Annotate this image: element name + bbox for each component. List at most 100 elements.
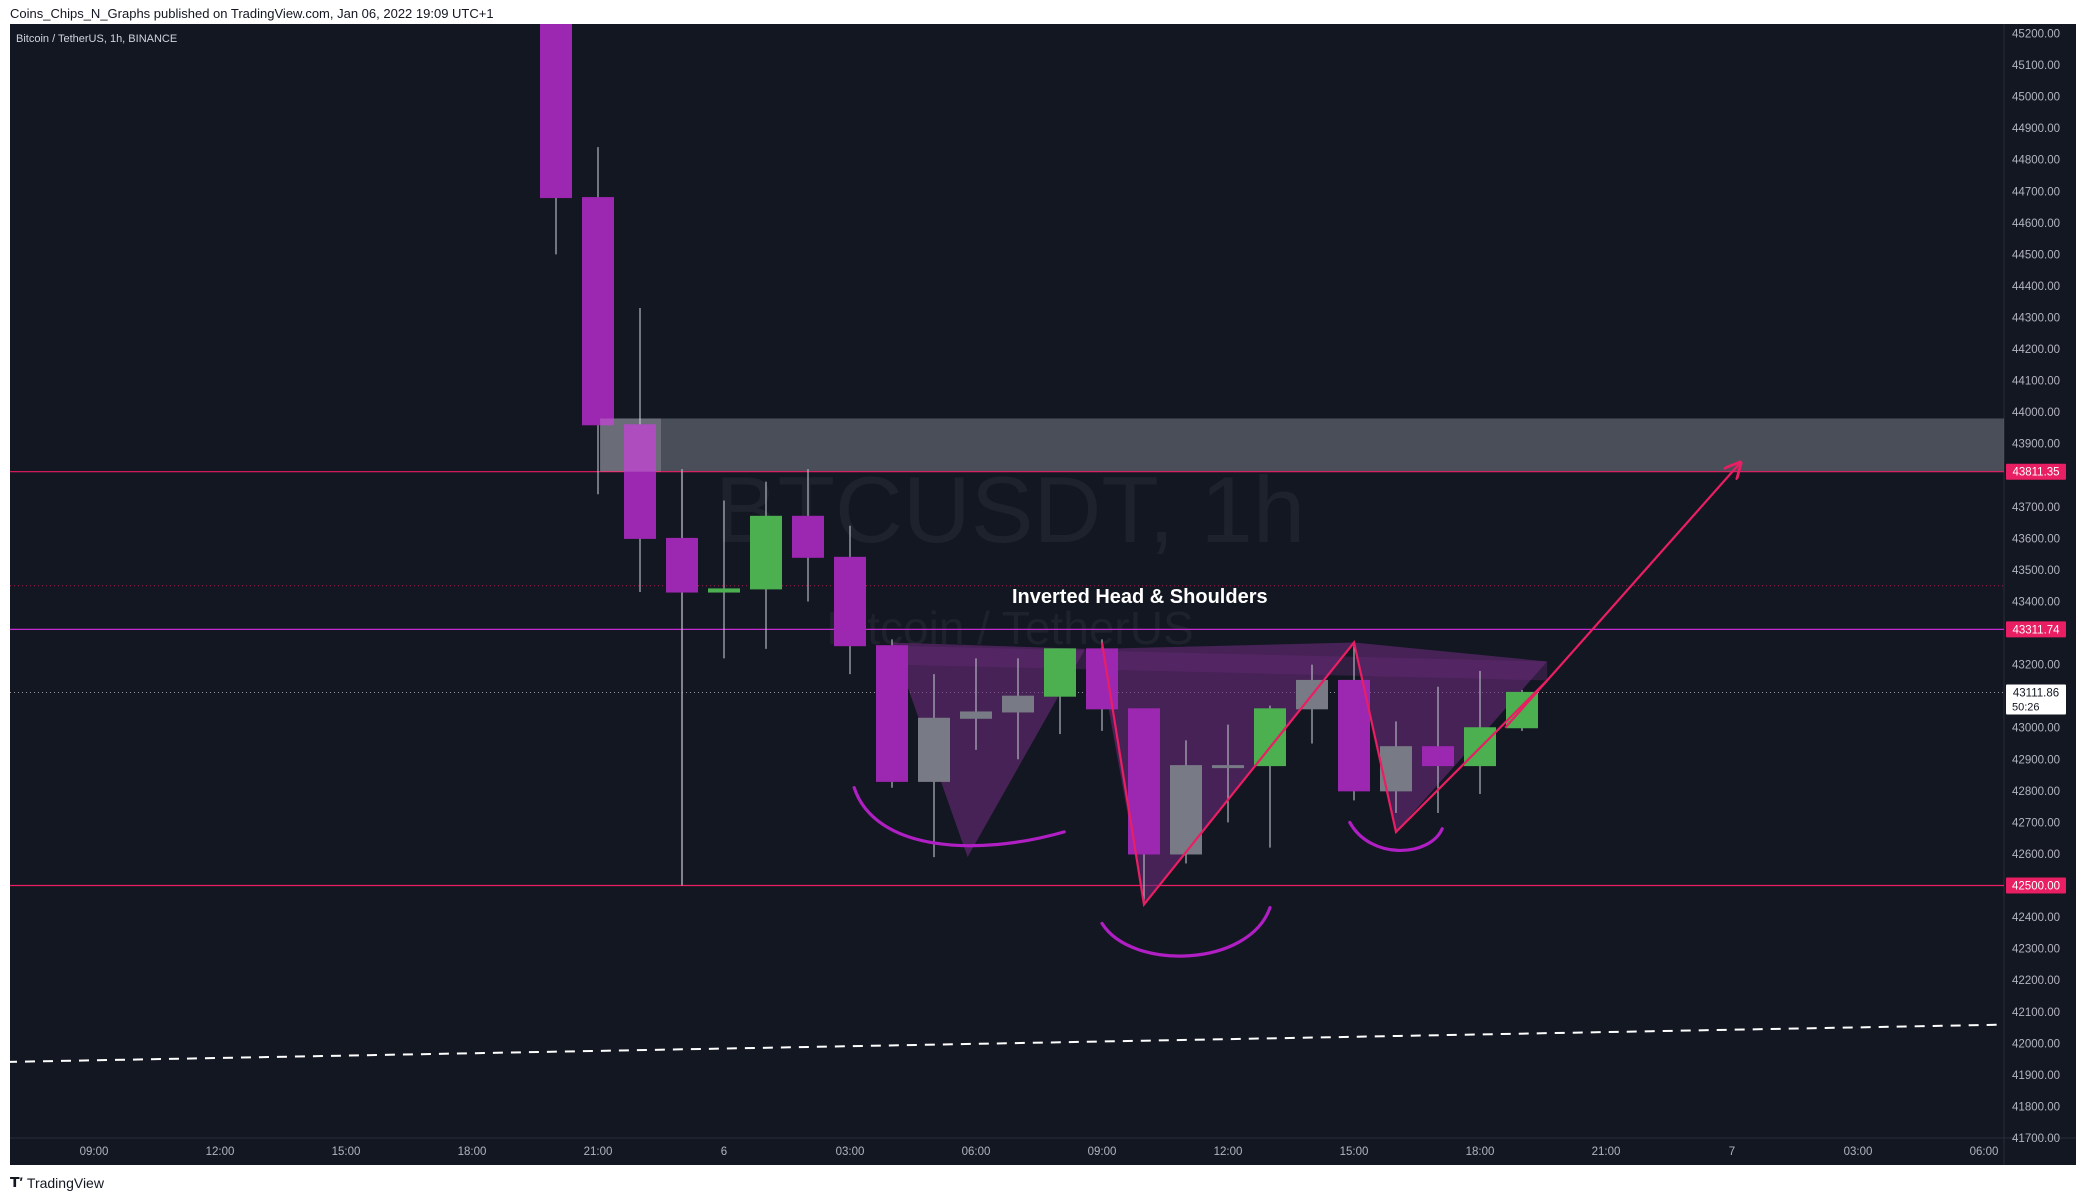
x-tick-label: 21:00 [584,1146,613,1158]
y-tick-label: 41800.00 [2012,1101,2060,1113]
candle-body [1422,746,1454,767]
y-tick-label: 41700.00 [2012,1133,2060,1145]
bar-countdown: 50:26 [2012,701,2040,713]
x-tick-label: 18:00 [458,1146,487,1158]
y-tick-label: 43700.00 [2012,502,2060,514]
y-tick-label: 42400.00 [2012,912,2060,924]
candle [1044,648,1076,735]
candle [624,308,656,593]
pattern-shade [1097,642,1354,905]
y-tick-label: 43400.00 [2012,597,2060,609]
chart-area[interactable]: BTCUSDT, 1h Bitcoin / TetherUS Inverted He… [10,24,2076,1165]
shoulder-curve [1348,820,1444,853]
candle [666,468,698,886]
symbol-info: Bitcoin / TetherUS, 1h, BINANCE [16,33,177,45]
x-tick-label: 7 [1729,1146,1735,1158]
candle-body [708,588,740,593]
y-tick-label: 42600.00 [2012,849,2060,861]
price-label-bg [2006,621,2066,638]
y-tick-label: 44000.00 [2012,407,2060,419]
head-curve [1100,906,1272,958]
price-label-bg [2006,877,2066,894]
candle [1338,642,1370,801]
y-tick-label: 42800.00 [2012,786,2060,798]
x-tick-label: 09:00 [1088,1146,1117,1158]
x-tick-label: 09:00 [80,1146,109,1158]
y-tick-label: 42100.00 [2012,1007,2060,1019]
candle-body [1170,765,1202,855]
x-tick-label: 15:00 [332,1146,361,1158]
candle [1254,705,1286,848]
y-tick-label: 43200.00 [2012,660,2060,672]
candle-body [792,515,824,558]
y-tick-label: 44400.00 [2012,281,2060,293]
footer: 𝗧′ TradingView [10,1174,104,1191]
y-tick-label: 43500.00 [2012,565,2060,577]
candle-body [834,556,866,647]
publish-info: Coins_Chips_N_Graphs published on Tradin… [10,6,494,21]
candle-body [750,515,782,590]
candle-body [1212,765,1244,769]
y-tick-label: 44900.00 [2012,123,2060,135]
projection-arrow [1504,463,1740,729]
candle-body [1086,648,1118,710]
candle-body [1338,679,1370,792]
x-tick-label: 21:00 [1592,1146,1621,1158]
y-tick-label: 45200.00 [2012,28,2060,40]
candle [1128,708,1160,905]
chart-background [10,24,2076,1165]
candle-body [960,711,992,719]
candle-body [666,537,698,593]
y-tick-label: 43600.00 [2012,533,2060,545]
x-tick-label: 06:00 [962,1146,991,1158]
price-label: 43811.35 [2012,467,2059,479]
x-tick-label: 12:00 [206,1146,235,1158]
y-tick-label: 42000.00 [2012,1038,2060,1050]
candle [918,674,950,858]
y-tick-label: 42900.00 [2012,754,2060,766]
candle [792,468,824,602]
candle [1422,686,1454,813]
x-tick-label: 06:00 [1970,1146,1999,1158]
candle-body [624,424,656,539]
candle-body [918,717,950,782]
candle-body [1128,708,1160,855]
candle [540,24,572,255]
candle [876,639,908,788]
candle [960,658,992,750]
x-tick-label: 03:00 [1844,1146,1873,1158]
resistance-zone [600,418,2004,472]
shoulder-curve [852,786,1066,848]
x-tick-label: 15:00 [1340,1146,1369,1158]
tradingview-logo-icon: 𝗧′ [10,1174,23,1190]
x-tick-label: 6 [721,1146,727,1158]
x-tick-label: 03:00 [836,1146,865,1158]
pattern-annotation: Inverted Head & Shoulders [1012,586,1268,608]
y-tick-label: 44700.00 [2012,186,2060,198]
price-label: 42500.00 [2012,881,2060,893]
x-tick-label: 12:00 [1214,1146,1243,1158]
zone-overlay [600,418,661,472]
candle-body [540,24,572,199]
y-tick-label: 45000.00 [2012,92,2060,104]
price-label: 43311.74 [2012,624,2060,636]
candle-body [1254,708,1286,767]
y-tick-label: 44300.00 [2012,312,2060,324]
pattern-shade [892,642,1086,858]
y-tick-label: 44800.00 [2012,155,2060,167]
current-price-bg [2006,684,2066,715]
y-tick-label: 43900.00 [2012,439,2060,451]
y-tick-label: 43000.00 [2012,723,2060,735]
y-tick-label: 42700.00 [2012,817,2060,829]
y-tick-label: 44500.00 [2012,249,2060,261]
pattern-line [1100,640,1548,908]
y-tick-label: 41900.00 [2012,1070,2060,1082]
candle [1002,658,1034,760]
y-tick-label: 42200.00 [2012,975,2060,987]
candle-body [1002,695,1034,713]
candle-body [876,645,908,782]
candle [750,481,782,649]
y-tick-label: 44100.00 [2012,376,2060,388]
y-tick-label: 44200.00 [2012,344,2060,356]
